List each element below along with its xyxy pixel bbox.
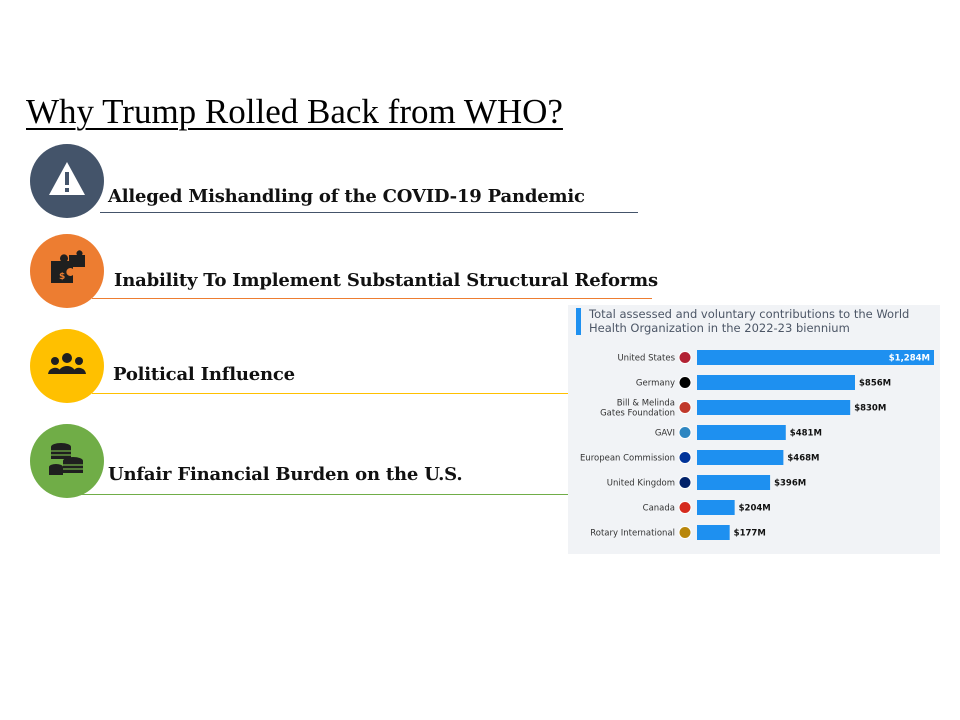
bar-5 <box>697 475 771 490</box>
coin-stacks-icon <box>47 439 87 483</box>
puzzle-pieces-icon: $ <box>47 249 87 293</box>
bar-0 <box>697 350 934 365</box>
gavi-icon <box>678 426 692 439</box>
value-label: $856M <box>859 379 891 389</box>
bar-4 <box>697 450 784 465</box>
value-label: $177M <box>734 529 766 539</box>
category-label: United Kingdom <box>607 479 675 489</box>
category-label: European Commission <box>580 454 675 464</box>
chart-title: Total assessed and voluntary contributio… <box>589 307 910 335</box>
bar-2 <box>697 400 851 415</box>
uk-flag-icon <box>678 476 692 489</box>
svg-text:$: $ <box>59 272 65 282</box>
value-label: $481M <box>790 429 822 439</box>
value-label: $396M <box>774 479 806 489</box>
bullet-circle <box>30 144 104 218</box>
bullet-underline <box>92 298 652 299</box>
value-label: $1,284M <box>889 354 930 364</box>
people-group-icon <box>47 344 87 388</box>
warning-icon <box>47 159 87 203</box>
eu-flag-icon <box>678 451 692 464</box>
bullet-circle: $ <box>30 234 104 308</box>
category-label: GAVI <box>655 429 675 439</box>
bullet-circle <box>30 329 104 403</box>
value-label: $830M <box>854 404 886 414</box>
bullet-underline <box>100 212 638 213</box>
bullet-text: Unfair Financial Burden on the U.S. <box>108 464 463 485</box>
category-label: United States <box>617 354 675 364</box>
category-label: Germany <box>636 379 675 389</box>
us-flag-icon <box>678 351 692 364</box>
category-label: Rotary International <box>590 529 675 539</box>
category-label: Bill & Melinda Gates Foundation <box>600 399 675 419</box>
bullet-underline <box>92 393 568 394</box>
bar-6 <box>697 500 735 515</box>
bar-3 <box>697 425 786 440</box>
chart-title-accent <box>576 308 581 335</box>
value-label: $204M <box>739 504 771 514</box>
who-contributions-chart: Total assessed and voluntary contributio… <box>568 305 940 554</box>
bullet-text: Political Influence <box>113 364 295 385</box>
canada-flag-icon <box>678 501 692 514</box>
gates-foundation-icon <box>678 401 692 414</box>
category-label: Canada <box>643 504 675 514</box>
bar-1 <box>697 375 855 390</box>
value-label: $468M <box>787 454 819 464</box>
germany-flag-icon <box>678 376 692 389</box>
bar-chart-svg: United States $1,284M Germany $856M Bill & M… <box>580 350 934 540</box>
bullet-text: Alleged Mishandling of the COVID-19 Pand… <box>108 186 585 207</box>
bar-7 <box>697 525 730 540</box>
bullet-underline <box>54 494 568 495</box>
bullet-text: Inability To Implement Substantial Struc… <box>114 270 658 291</box>
slide-title: Why Trump Rolled Back from WHO? <box>26 92 563 131</box>
bullet-circle <box>30 424 104 498</box>
rotary-icon <box>678 526 692 539</box>
